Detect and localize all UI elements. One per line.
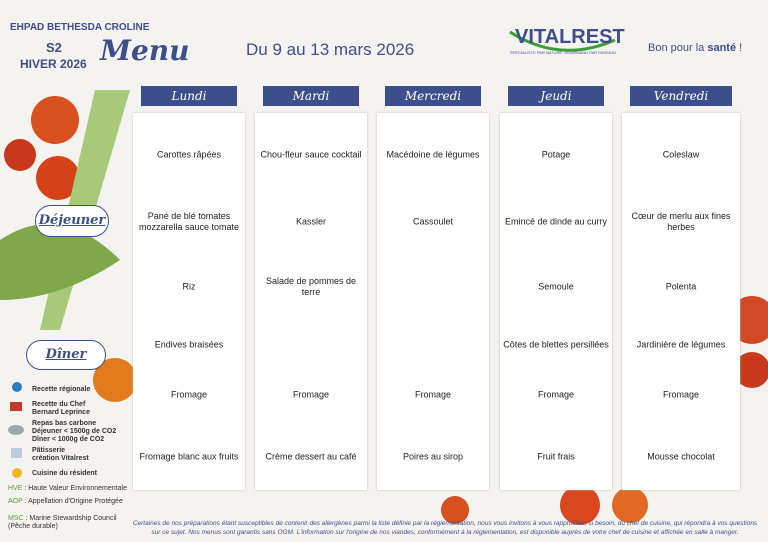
dish: Riz [182,281,196,292]
legend-line: Cuisine du résident [32,470,97,477]
dish: Semoule [538,281,574,292]
day-header: Lundi [141,86,237,106]
day-column [255,113,367,490]
legend-item: Pâtisserie création Vitalrest [32,447,89,463]
legend-line: Recette régionale [32,386,91,393]
brand: VITALREST [515,26,625,48]
dish: Emincé de dinde au curry [504,216,608,227]
legend-line: création Vitalrest [32,455,89,462]
legend-line: Bernard Leprince [32,409,90,416]
abbreviation-code: HVE [8,485,23,492]
dish: Côtes de blettes persillées [503,339,609,350]
dish: Pané de blé tomates mozzarella sauce tom… [138,211,240,232]
abbreviation-text: : Marine Stewardship Council (Pêche dura… [8,515,117,530]
day-header: Vendredi [630,86,732,106]
dish: Coleslaw [662,149,700,160]
legend-item: Recette régionale [32,386,90,394]
dish: Fruit frais [537,451,575,462]
dish: Potage [541,149,571,160]
dish: Chou-fleur sauce cocktail [260,149,362,160]
legend-line: Repas bas carbone [32,420,97,427]
dish: Endives braisées [154,339,224,350]
abbreviation: MSC : Marine Stewardship Council (Pêche … [8,515,128,531]
day-column [377,113,489,490]
dish: Mousse chocolat [647,451,715,462]
abbreviation-code: MSC [8,515,24,522]
dish: Fromage blanc aux fruits [139,451,239,462]
dish: Polenta [665,281,697,292]
brand-tagline: SPÉCIALISTE PAR NATURE, GOURMAND PAR PAS… [510,50,616,55]
dish: Macédoine de légumes [386,149,480,160]
dates: Du 9 au 13 mars 2026 [246,40,415,59]
day-header: Jeudi [508,86,604,106]
dish: Fromage [414,389,451,400]
slogan-bold: santé [707,42,737,54]
dinner-label: Dîner [26,340,106,370]
day-column [500,113,612,490]
abbreviation: AOP : Appellation d'Origine Protégée [8,498,128,506]
footer: Certaines de nos préparations étant susc… [132,520,758,536]
legend-line: Pâtisserie [32,447,66,454]
legend-line: Dîner < 1000g de CO2 [32,436,105,443]
day-header: Mercredi [385,86,481,106]
abbreviation-code: AOP [8,498,23,505]
week: S2 [46,40,62,55]
abbreviation-text: : Haute Valeur Environnementale [24,485,127,492]
menu-title: Menu [100,34,190,67]
day-column [622,113,740,490]
dish: Cœur de merlu aux fines herbes [631,211,731,232]
dish: Fromage [170,389,207,400]
abbreviation-text: : Appellation d'Origine Protégée [24,498,123,505]
slogan: Bon pour la santé ! [648,42,742,54]
dish: Kassler [295,216,326,227]
dish: Fromage [537,389,574,400]
dish: Fromage [662,389,699,400]
establishment: EHPAD BETHESDA CROLINE [10,22,150,33]
dish: Cassoulet [412,216,454,227]
dish: Crème dessert au café [265,451,357,462]
dish: Salade de pommes de terre [265,276,357,297]
day-column [133,113,245,490]
slogan-end: ! [739,42,743,54]
dish: Poires au sirop [402,451,464,462]
slogan-text: Bon pour la [648,42,705,54]
lunch-label: Déjeuner [35,205,109,237]
day-header: Mardi [263,86,359,106]
legend-item: Cuisine du résident [32,470,97,478]
legend-item: Recette du Chef Bernard Leprince [32,401,90,417]
legend-item: Repas bas carbone Déjeuner < 1500g de CO2… [32,420,116,444]
legend-line: Recette du Chef [32,401,86,408]
season: HIVER 2026 [20,57,87,71]
dish: Carottes râpées [156,149,222,160]
dish: Jardinière de légumes [636,339,726,350]
abbreviation: HVE : Haute Valeur Environnementale [8,485,128,493]
dish: Fromage [292,389,329,400]
legend-line: Déjeuner < 1500g de CO2 [32,428,117,435]
